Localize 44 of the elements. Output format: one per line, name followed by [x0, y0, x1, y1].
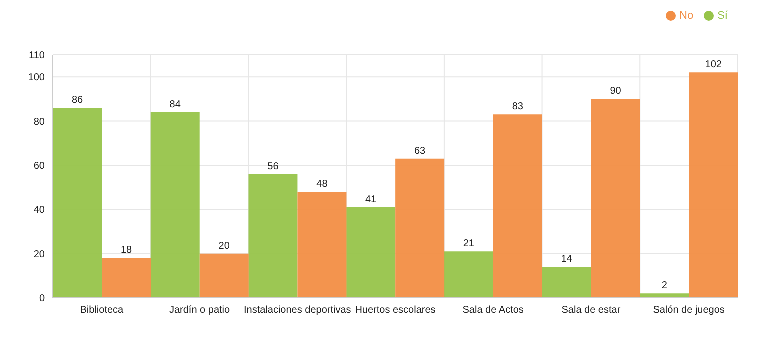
data-label: 83 — [512, 102, 524, 113]
bar — [150, 112, 200, 298]
bar — [346, 207, 396, 298]
x-tick-label: Salón de juegos — [653, 305, 725, 316]
x-tick-label: Jardín o patio — [169, 305, 231, 316]
y-tick-label: 60 — [34, 161, 46, 172]
data-label: 86 — [72, 95, 84, 106]
legend-label: No — [680, 10, 694, 22]
data-label: 14 — [561, 254, 573, 266]
bar — [640, 294, 690, 298]
bar — [542, 267, 592, 298]
y-tick-label: 100 — [28, 72, 46, 84]
data-label: 20 — [218, 240, 230, 252]
data-label: 41 — [366, 194, 378, 206]
data-label: 90 — [610, 86, 622, 98]
data-label: 18 — [120, 245, 132, 256]
data-label: 102 — [705, 60, 722, 71]
data-label: 84 — [170, 99, 182, 110]
y-tick-label: 0 — [39, 294, 46, 305]
bar — [493, 114, 542, 298]
data-label: 56 — [268, 161, 280, 172]
bar — [102, 258, 151, 298]
bar — [444, 252, 494, 298]
x-tick-label: Huertos escolares — [355, 305, 436, 316]
x-tick-label: Sala de estar — [562, 305, 622, 316]
x-tick-label: Instalaciones deportivas — [244, 305, 352, 316]
bar — [396, 158, 445, 298]
y-tick-label: 40 — [34, 205, 46, 216]
bar — [689, 72, 738, 298]
bar — [248, 174, 298, 298]
data-label: 63 — [414, 146, 426, 157]
bar — [298, 192, 347, 298]
x-tick-label: Sala de Actos — [462, 305, 524, 316]
x-tick-label: Biblioteca — [80, 305, 124, 316]
y-tick-label: 20 — [34, 249, 46, 260]
y-tick-label: 80 — [34, 116, 46, 128]
legend-label: Sí — [718, 10, 728, 22]
bar — [200, 254, 249, 298]
data-label: 21 — [463, 238, 475, 250]
data-label: 2 — [662, 280, 668, 292]
bar — [53, 108, 102, 298]
y-tick-label: 110 — [29, 50, 46, 62]
data-label: 48 — [316, 178, 328, 190]
bar — [591, 99, 640, 298]
